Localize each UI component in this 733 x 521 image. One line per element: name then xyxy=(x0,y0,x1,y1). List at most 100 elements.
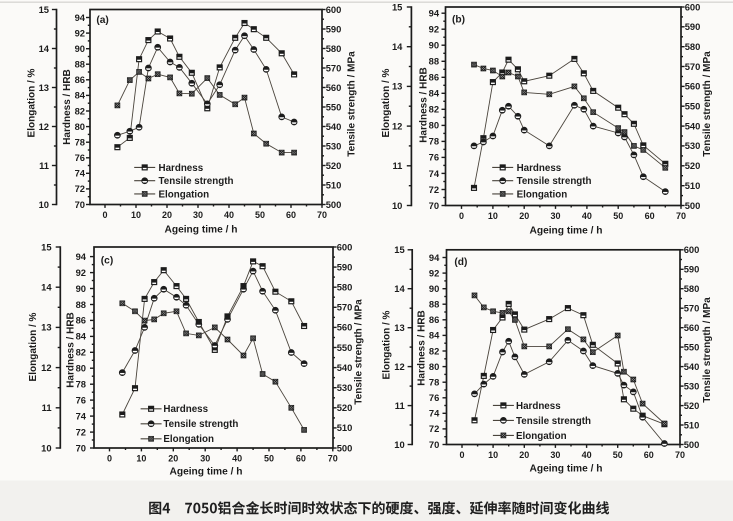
svg-text:30: 30 xyxy=(200,453,210,463)
svg-text:540: 540 xyxy=(684,361,700,372)
svg-text:500: 500 xyxy=(684,439,700,450)
svg-text:Hardness / HRB: Hardness / HRB xyxy=(62,69,73,145)
svg-text:10: 10 xyxy=(131,210,141,220)
svg-text:Elongation: Elongation xyxy=(516,431,567,442)
svg-text:Hardness: Hardness xyxy=(163,404,208,415)
svg-text:13: 13 xyxy=(394,322,404,333)
svg-text:84: 84 xyxy=(429,330,440,341)
svg-text:Hardness: Hardness xyxy=(517,163,562,174)
svg-text:560: 560 xyxy=(326,82,342,93)
svg-text:580: 580 xyxy=(337,282,353,293)
svg-text:82: 82 xyxy=(429,345,439,356)
svg-text:12: 12 xyxy=(392,120,402,131)
svg-text:90: 90 xyxy=(75,43,85,54)
svg-text:500: 500 xyxy=(326,199,342,210)
svg-text:90: 90 xyxy=(429,283,439,294)
svg-text:88: 88 xyxy=(75,59,85,70)
svg-text:30: 30 xyxy=(193,210,203,220)
svg-text:Elongation / %: Elongation / % xyxy=(27,68,38,137)
svg-text:94: 94 xyxy=(429,252,440,263)
svg-text:14: 14 xyxy=(39,43,50,54)
svg-text:50: 50 xyxy=(255,210,265,220)
svg-text:Hardness / HRB: Hardness / HRB xyxy=(417,310,428,386)
svg-text:500: 500 xyxy=(337,442,353,453)
svg-text:10: 10 xyxy=(392,200,402,211)
svg-text:60: 60 xyxy=(645,211,655,221)
svg-text:70: 70 xyxy=(328,453,338,463)
svg-text:20: 20 xyxy=(519,450,529,460)
svg-text:Elongation: Elongation xyxy=(159,189,210,200)
svg-text:11: 11 xyxy=(395,400,405,411)
svg-text:82: 82 xyxy=(75,105,85,116)
svg-text:590: 590 xyxy=(337,261,353,272)
svg-text:590: 590 xyxy=(684,264,700,275)
svg-text:12: 12 xyxy=(394,361,404,372)
svg-text:70: 70 xyxy=(676,211,686,221)
svg-text:76: 76 xyxy=(75,152,85,163)
svg-text:520: 520 xyxy=(685,160,701,171)
svg-text:530: 530 xyxy=(685,140,701,151)
svg-text:14: 14 xyxy=(394,283,405,294)
svg-text:Tensile strength / MPa: Tensile strength / MPa xyxy=(354,299,365,405)
svg-text:94: 94 xyxy=(429,8,440,19)
svg-text:72: 72 xyxy=(429,184,439,195)
svg-text:Tensile strength / MPa: Tensile strength / MPa xyxy=(702,51,713,157)
svg-text:84: 84 xyxy=(76,331,87,342)
svg-text:50: 50 xyxy=(613,211,623,221)
svg-text:570: 570 xyxy=(684,303,700,314)
svg-text:570: 570 xyxy=(326,62,342,73)
svg-text:Tensile strength: Tensile strength xyxy=(159,176,234,187)
svg-text:88: 88 xyxy=(429,56,439,67)
svg-text:82: 82 xyxy=(429,104,439,115)
svg-text:Ageing time / h: Ageing time / h xyxy=(169,466,242,477)
svg-text:78: 78 xyxy=(76,379,86,390)
svg-text:530: 530 xyxy=(684,380,700,391)
svg-text:Elongation: Elongation xyxy=(517,189,568,200)
svg-text:74: 74 xyxy=(429,408,440,419)
svg-text:570: 570 xyxy=(337,302,353,313)
svg-text:40: 40 xyxy=(224,210,234,220)
svg-text:76: 76 xyxy=(429,152,439,163)
svg-text:88: 88 xyxy=(429,299,439,310)
svg-text:70: 70 xyxy=(76,442,86,453)
svg-text:520: 520 xyxy=(684,400,700,411)
svg-text:510: 510 xyxy=(685,180,701,191)
svg-text:Ageing time / h: Ageing time / h xyxy=(529,226,602,237)
svg-text:540: 540 xyxy=(337,362,353,373)
svg-text:74: 74 xyxy=(75,168,86,179)
svg-text:30: 30 xyxy=(550,450,560,460)
svg-text:92: 92 xyxy=(75,27,85,38)
svg-text:10: 10 xyxy=(136,453,146,463)
svg-text:20: 20 xyxy=(519,211,529,221)
svg-text:Hardness / HRB: Hardness / HRB xyxy=(419,67,430,143)
svg-text:0: 0 xyxy=(459,211,464,221)
svg-text:72: 72 xyxy=(75,183,85,194)
svg-text:12: 12 xyxy=(39,121,49,132)
svg-text:92: 92 xyxy=(429,267,439,278)
svg-text:70: 70 xyxy=(75,199,85,210)
svg-text:70: 70 xyxy=(429,439,439,450)
svg-text:30: 30 xyxy=(550,211,560,221)
svg-text:Ageing time / h: Ageing time / h xyxy=(529,464,602,475)
svg-text:10: 10 xyxy=(394,439,404,450)
svg-text:72: 72 xyxy=(429,423,439,434)
svg-text:Hardness / HRB: Hardness / HRB xyxy=(65,312,76,388)
svg-text:76: 76 xyxy=(429,392,439,403)
svg-text:Elongation / %: Elongation / % xyxy=(382,310,393,379)
svg-text:72: 72 xyxy=(76,426,86,437)
svg-text:40: 40 xyxy=(582,450,592,460)
svg-text:520: 520 xyxy=(337,402,353,413)
svg-text:60: 60 xyxy=(296,453,306,463)
svg-text:Tensile strength / MPa: Tensile strength / MPa xyxy=(702,297,713,403)
svg-text:Tensile strength: Tensile strength xyxy=(517,176,592,187)
svg-text:530: 530 xyxy=(337,382,353,393)
svg-text:550: 550 xyxy=(326,101,342,112)
svg-text:20: 20 xyxy=(162,210,172,220)
svg-text:510: 510 xyxy=(326,179,342,190)
svg-text:94: 94 xyxy=(75,12,86,23)
svg-text:530: 530 xyxy=(326,140,342,151)
svg-text:0: 0 xyxy=(102,210,107,220)
svg-text:Elongation / %: Elongation / % xyxy=(28,312,39,381)
svg-text:600: 600 xyxy=(684,244,700,255)
svg-text:10: 10 xyxy=(488,211,498,221)
